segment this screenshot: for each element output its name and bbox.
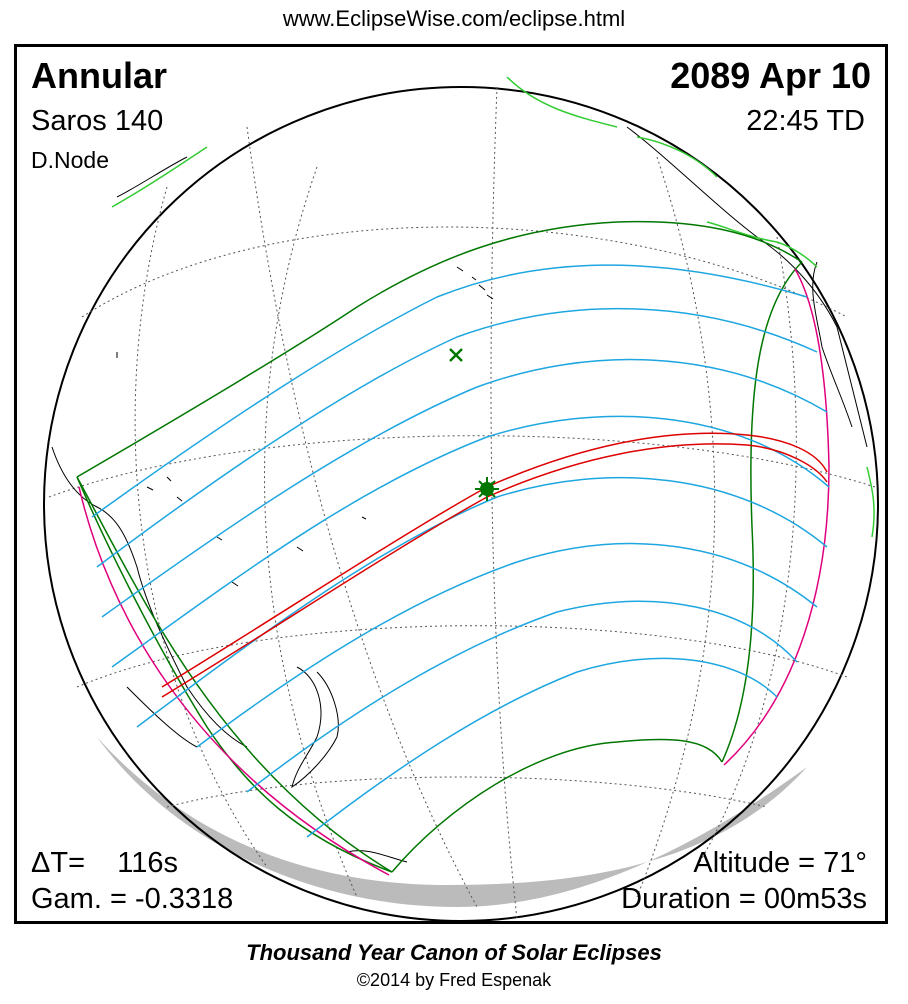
coastline-highlights	[111, 76, 875, 538]
gamma-value: Gam. = -0.3318	[31, 883, 234, 915]
northern-penumbral-limit	[76, 220, 803, 478]
western-rise-curve	[78, 486, 390, 876]
canon-title: Thousand Year Canon of Solar Eclipses	[246, 940, 662, 965]
coastlines	[51, 126, 868, 863]
penumbra-limits	[76, 220, 803, 873]
central-path-north-limit	[161, 432, 828, 688]
central-path	[161, 432, 828, 698]
eastern-set-curve	[723, 268, 830, 766]
delta-t: ΔT= 116s	[31, 847, 178, 879]
eastern-penumbral-limit	[721, 261, 803, 763]
night-shade	[97, 737, 807, 907]
source-url: www.EclipseWise.com/eclipse.html	[282, 6, 626, 31]
subsolar-point-marker	[449, 348, 463, 362]
greatest-eclipse-marker	[475, 477, 499, 501]
central-path-south-limit	[161, 443, 828, 698]
southern-penumbral-limit	[391, 738, 723, 873]
globe-map	[43, 76, 879, 921]
eclipse-date: 2089 Apr 10	[670, 55, 871, 96]
magnitude-lines	[91, 264, 830, 838]
eclipse-map-frame: Annular 2089 Apr 10 Saros 140 22:45 TD D…	[14, 44, 888, 924]
saros-number: Saros 140	[31, 105, 164, 137]
eclipse-type: Annular	[31, 55, 168, 96]
central-duration: Duration = 00m53s	[621, 883, 867, 915]
copyright: ©2014 by Fred Espenak	[356, 970, 552, 990]
western-penumbral-limit	[76, 476, 393, 873]
western-rise-limit	[76, 476, 393, 873]
eclipse-time: 22:45 TD	[746, 105, 865, 137]
node-label: D.Node	[31, 147, 109, 173]
globe-outline	[43, 86, 879, 921]
islands	[116, 266, 494, 587]
sun-altitude: Altitude = 71°	[693, 847, 867, 879]
rise-set-curves	[78, 268, 830, 876]
